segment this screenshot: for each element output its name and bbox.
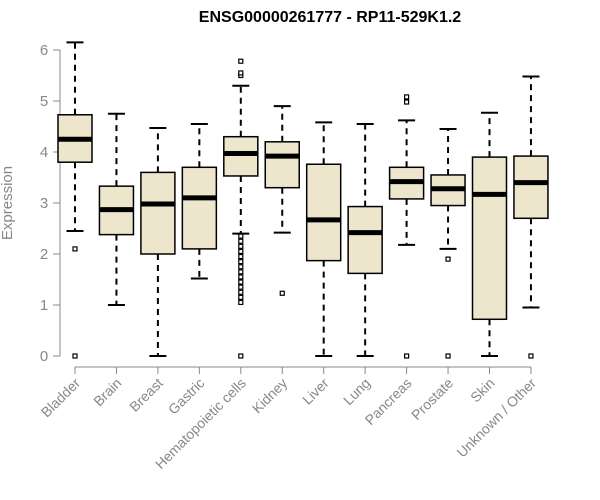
y-tick-label: 0 bbox=[40, 348, 48, 365]
outlier-point bbox=[445, 256, 451, 262]
box-iqr bbox=[471, 156, 508, 321]
y-tick-label: 4 bbox=[40, 144, 48, 161]
outlier-point bbox=[72, 353, 78, 359]
x-tick-label: Bladder bbox=[38, 375, 84, 421]
x-tick-label: Skin bbox=[467, 375, 498, 406]
x-tick-label: Breast bbox=[126, 375, 166, 415]
x-tick-label: Lung bbox=[340, 375, 373, 408]
box-iqr bbox=[140, 171, 176, 255]
box-iqr bbox=[347, 205, 383, 275]
outlier-point bbox=[238, 294, 244, 300]
outlier-point bbox=[238, 279, 244, 285]
y-tick-label: 6 bbox=[40, 42, 48, 59]
outlier-point bbox=[238, 284, 244, 290]
outlier-point bbox=[238, 58, 244, 64]
box-iqr bbox=[305, 163, 342, 262]
outlier-point bbox=[238, 248, 244, 255]
y-tick-label: 5 bbox=[40, 93, 48, 110]
x-tick-label: Liver bbox=[299, 375, 332, 408]
outlier-point bbox=[528, 353, 534, 359]
outlier-point bbox=[445, 353, 451, 359]
box-iqr bbox=[513, 155, 549, 220]
outlier-point bbox=[404, 94, 410, 100]
x-tick-label: Brain bbox=[90, 375, 124, 409]
outlier-point bbox=[238, 269, 244, 275]
outlier-point bbox=[238, 243, 244, 249]
x-tick-label: Kidney bbox=[249, 375, 291, 417]
outlier-point bbox=[238, 299, 244, 306]
outlier-point bbox=[238, 253, 244, 260]
outlier-point bbox=[238, 274, 244, 280]
box-iqr bbox=[264, 141, 300, 189]
outlier-point bbox=[238, 353, 244, 359]
outlier-point bbox=[238, 289, 244, 295]
box-iqr bbox=[181, 166, 218, 250]
y-tick-label: 3 bbox=[40, 195, 48, 212]
outlier-point bbox=[238, 238, 244, 244]
outlier-point bbox=[404, 353, 410, 359]
outlier-point bbox=[279, 290, 285, 296]
box-iqr bbox=[223, 135, 259, 177]
x-tick-label: Prostate bbox=[408, 375, 456, 423]
outlier-point bbox=[238, 264, 244, 270]
outlier-point bbox=[238, 70, 244, 76]
outlier-point bbox=[238, 233, 244, 239]
chart-title: ENSG00000261777 - RP11-529K1.2 bbox=[199, 9, 462, 26]
outlier-point bbox=[404, 99, 410, 105]
y-tick-label: 2 bbox=[40, 246, 48, 263]
outlier-point bbox=[72, 246, 78, 252]
outlier-point bbox=[238, 259, 244, 265]
y-tick-label: 1 bbox=[40, 297, 48, 314]
y-axis-label: Expression bbox=[0, 166, 16, 240]
x-tick-label: Unknown / Other bbox=[453, 375, 539, 461]
